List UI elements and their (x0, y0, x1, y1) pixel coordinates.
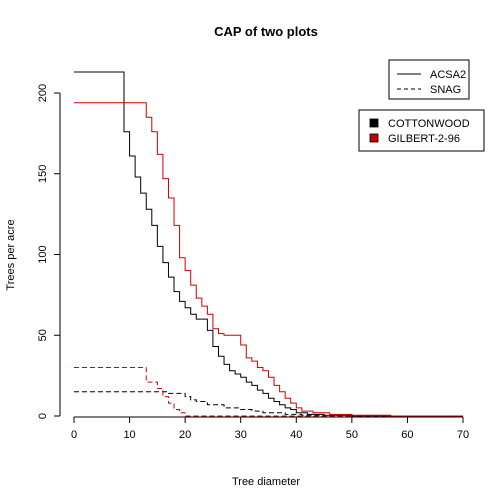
y-tick-label: 200 (37, 84, 49, 102)
legend-cottonwood-swatch (369, 118, 379, 128)
x-tick-label: 0 (71, 429, 77, 441)
legend-cottonwood-label: COTTONWOOD (388, 118, 470, 130)
series-line-cottonwood-snag (74, 391, 463, 417)
legend-gilbert-label: GILBERT-2-96 (388, 133, 460, 145)
legend-gilbert-swatch (369, 133, 379, 143)
axes: 0 10 20 30 40 50 60 70 0 50 100 150 200 (37, 84, 469, 441)
legend-snag-label: SNAG (430, 84, 461, 96)
color-legend-box (358, 109, 485, 152)
x-tick-label: 50 (346, 429, 358, 441)
series-line-gilbert-2-96-snag (74, 367, 463, 417)
series-line-gilbert-2-96-acsa2 (74, 102, 463, 417)
x-tick-label: 40 (290, 429, 302, 441)
series-layer (74, 71, 463, 417)
x-axis-label: Tree diameter (232, 476, 300, 488)
color-legend: COTTONWOOD GILBERT-2-96 (358, 109, 485, 152)
linetype-legend-box (388, 59, 470, 100)
chart-title: CAP of two plots (214, 24, 318, 39)
legend-acsa2-label: ACSA2 (430, 69, 466, 81)
linetype-legend: ACSA2 SNAG (388, 59, 470, 100)
y-tick-label: 0 (37, 413, 49, 419)
x-tick-label: 70 (457, 429, 469, 441)
y-axis-label: Trees per acre (5, 219, 17, 290)
series-line-cottonwood-acsa2 (74, 71, 463, 417)
y-tick-label: 150 (37, 165, 49, 183)
y-tick-label: 100 (37, 245, 49, 263)
x-tick-label: 60 (401, 429, 413, 441)
x-tick-label: 20 (179, 429, 191, 441)
y-tick-label: 50 (37, 329, 49, 341)
x-tick-label: 10 (123, 429, 135, 441)
x-tick-label: 30 (235, 429, 247, 441)
